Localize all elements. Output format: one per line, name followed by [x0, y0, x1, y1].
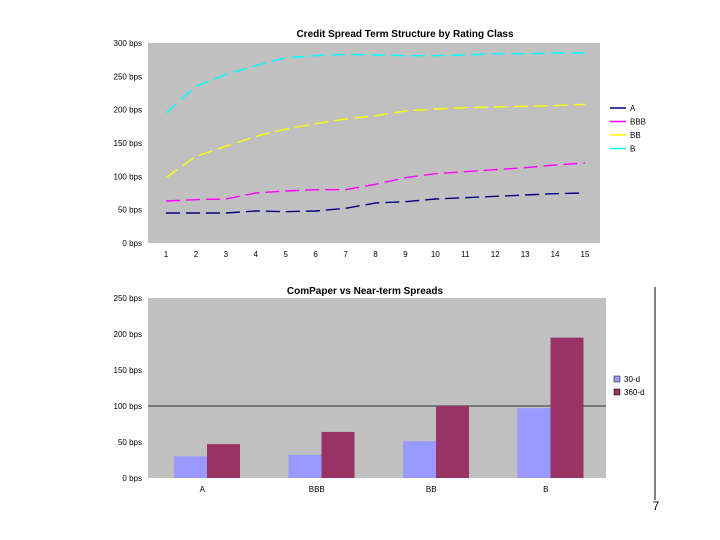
- y-tick-label: 250 bps: [114, 72, 142, 81]
- series-line-a: [166, 192, 586, 214]
- x-tick-label: BB: [426, 485, 437, 494]
- page-number: 7: [653, 499, 660, 513]
- y-tick-label: 100 bps: [114, 402, 142, 411]
- legend-label: 30-d: [624, 375, 640, 384]
- bar-30-d-bb: [403, 441, 436, 478]
- bar-30-d-a: [174, 456, 207, 478]
- line-chart-credit-spread: Credit Spread Term Structure by Rating C…: [114, 29, 646, 259]
- bar-360-d-a: [207, 444, 240, 478]
- y-tick-label: 200 bps: [114, 330, 142, 339]
- legend-label: 360-d: [624, 388, 644, 397]
- y-tick-label: 100 bps: [114, 172, 142, 181]
- x-tick-label: BBB: [309, 485, 325, 494]
- legend-label: BB: [630, 131, 641, 140]
- x-tick-label: 11: [461, 250, 470, 259]
- x-tick-label: 6: [313, 250, 318, 259]
- x-tick-label: 5: [283, 250, 288, 259]
- y-tick-label: 250 bps: [114, 294, 142, 303]
- bar-30-d-bbb: [288, 454, 322, 478]
- legend-label: B: [630, 145, 635, 154]
- plot-area: [148, 43, 600, 243]
- bar-360-d-bbb: [321, 431, 355, 478]
- bar-360-d-b: [550, 337, 584, 478]
- bar-30-d-b: [517, 408, 551, 478]
- x-tick-label: B: [543, 485, 548, 494]
- legend-label: BBB: [630, 118, 646, 127]
- x-tick-label: 10: [431, 250, 440, 259]
- legend-label: A: [630, 104, 636, 113]
- y-tick-label: 150 bps: [114, 139, 142, 148]
- x-tick-label: A: [200, 485, 206, 494]
- x-tick-label: 13: [521, 250, 530, 259]
- legend-swatch: [613, 388, 621, 396]
- x-tick-label: 9: [403, 250, 408, 259]
- x-tick-label: 8: [373, 250, 378, 259]
- y-tick-label: 0 bps: [122, 474, 142, 483]
- series-line-b: [165, 52, 585, 114]
- bar-chart-compaper: ComPaper vs Near-term Spreads 0 bps 50 bp…: [114, 286, 645, 494]
- y-tick-label: 0 bps: [122, 239, 142, 248]
- x-tick-label: 2: [194, 250, 199, 259]
- series-line-bbb: [165, 162, 586, 202]
- y-tick-label: 50 bps: [118, 438, 142, 447]
- chart-title: Credit Spread Term Structure by Rating C…: [296, 29, 514, 40]
- y-tick-label: 300 bps: [114, 39, 142, 48]
- x-tick-label: 7: [343, 250, 348, 259]
- x-tick-label: 12: [491, 250, 500, 259]
- x-tick-label: 3: [224, 250, 229, 259]
- y-tick-label: 150 bps: [114, 366, 142, 375]
- y-tick-label: 200 bps: [114, 106, 142, 115]
- chart-title: ComPaper vs Near-term Spreads: [287, 286, 444, 297]
- x-tick-label: 1: [164, 250, 169, 259]
- legend-swatch: [613, 375, 621, 383]
- x-tick-label: 14: [551, 250, 560, 259]
- x-tick-label: 15: [581, 250, 590, 259]
- x-tick-label: 4: [254, 250, 259, 259]
- y-tick-label: 50 bps: [118, 206, 142, 215]
- series-line-bb: [165, 103, 586, 179]
- bar-360-d-bb: [436, 406, 469, 478]
